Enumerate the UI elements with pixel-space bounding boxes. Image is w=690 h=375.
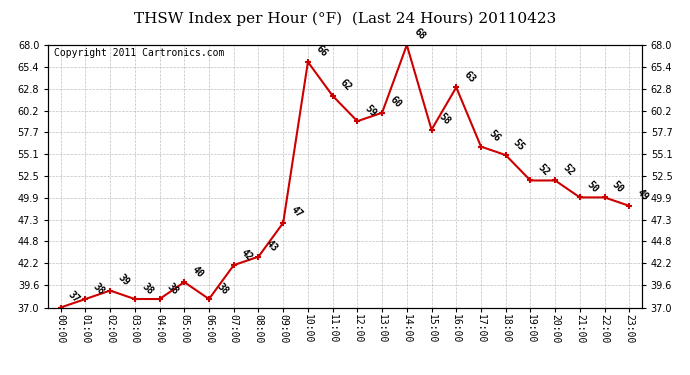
Text: 68: 68 [413,27,428,42]
Text: THSW Index per Hour (°F)  (Last 24 Hours) 20110423: THSW Index per Hour (°F) (Last 24 Hours)… [134,11,556,26]
Text: 59: 59 [363,103,378,118]
Text: 62: 62 [338,78,353,93]
Text: 66: 66 [313,44,329,59]
Text: 38: 38 [91,281,106,296]
Text: 40: 40 [190,264,205,279]
Text: 43: 43 [264,238,279,254]
Text: 55: 55 [511,137,526,152]
Text: 52: 52 [536,162,551,178]
Text: 58: 58 [437,111,453,127]
Text: 50: 50 [610,179,626,195]
Text: 38: 38 [215,281,230,296]
Text: 42: 42 [239,247,255,262]
Text: 56: 56 [486,129,502,144]
Text: 52: 52 [561,162,576,178]
Text: 38: 38 [165,281,181,296]
Text: 39: 39 [116,272,131,288]
Text: 60: 60 [388,94,403,110]
Text: 49: 49 [635,188,650,203]
Text: 63: 63 [462,69,477,84]
Text: 50: 50 [585,179,601,195]
Text: 37: 37 [66,290,81,305]
Text: Copyright 2011 Cartronics.com: Copyright 2011 Cartronics.com [55,48,225,58]
Text: 38: 38 [140,281,156,296]
Text: 47: 47 [288,205,304,220]
